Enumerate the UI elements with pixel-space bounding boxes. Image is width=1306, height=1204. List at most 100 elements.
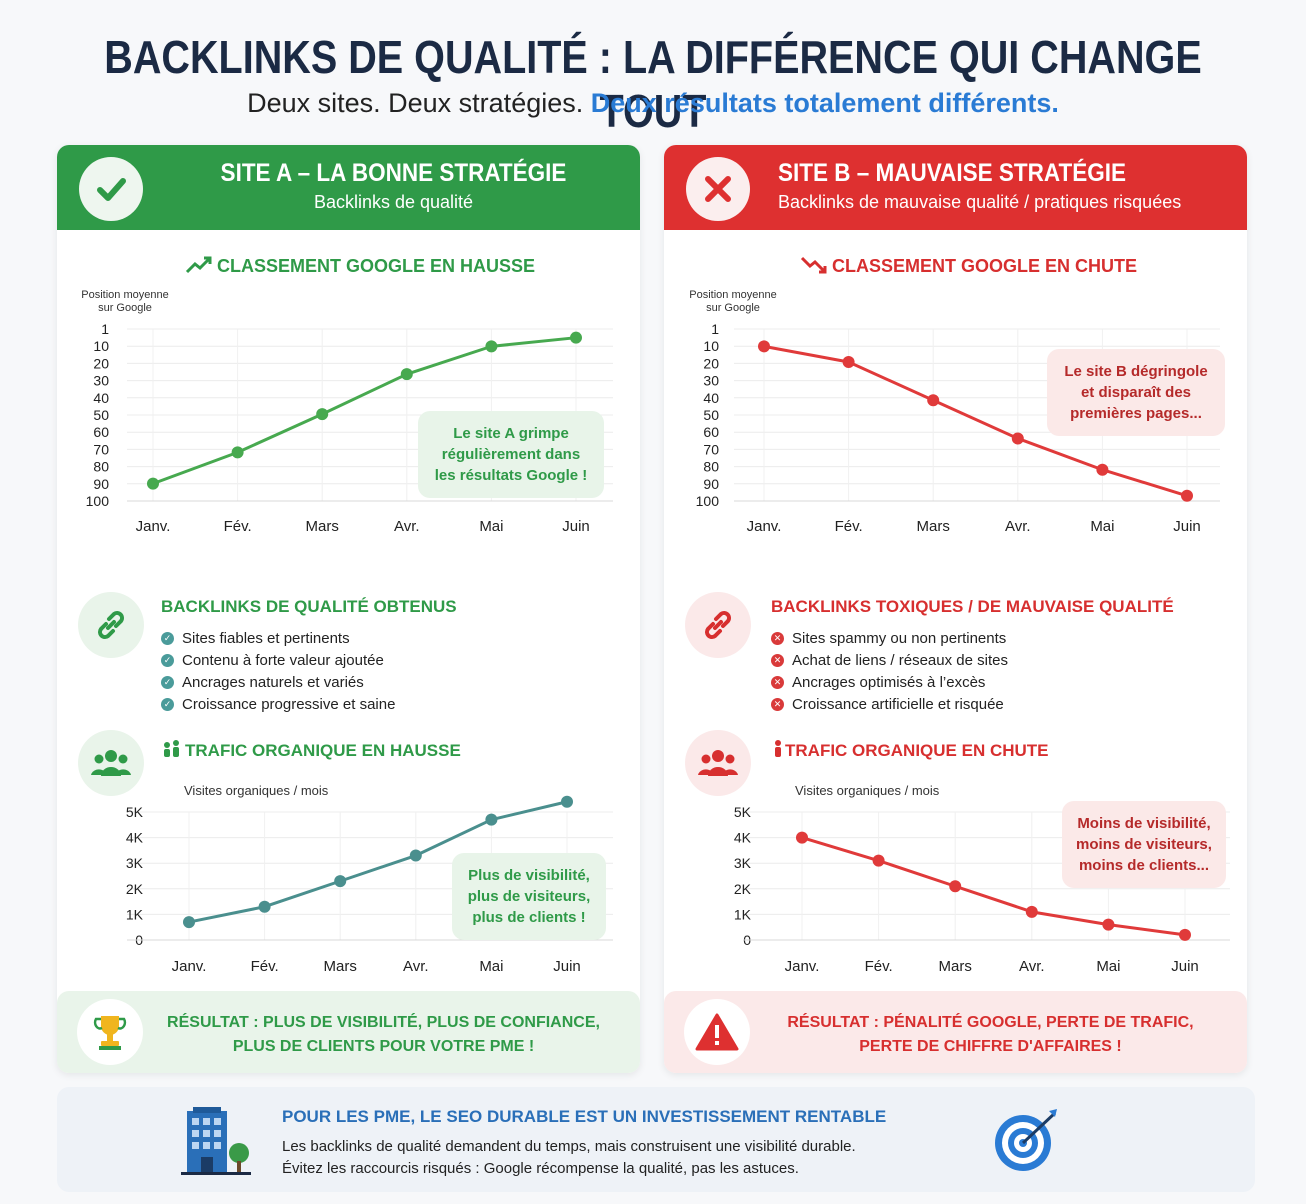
site-a-subtitle: Backlinks de qualité: [313, 192, 474, 212]
traffic-title-b: TRAFIC ORGANIQUE EN CHUTE: [771, 739, 1049, 761]
x-tick-label: Mars: [917, 518, 950, 535]
x-tick-label: Janv.: [785, 958, 820, 975]
y-tick-label: 50: [703, 407, 719, 423]
subtitle-plain: Deux sites. Deux stratégies.: [247, 88, 584, 118]
y-tick-label: 3K: [126, 855, 144, 871]
bottom-line-1: Les backlinks de qualité demandent du te…: [282, 1138, 856, 1155]
ranking-axis-note-b-1: Position moyenne: [689, 289, 777, 301]
traffic-bubble-a: Plus de visibilité, plus de visiteurs, p…: [452, 853, 606, 940]
data-point: [872, 854, 885, 867]
data-point: [1181, 489, 1193, 502]
backlinks-title-a: BACKLINKS DE QUALITÉ OBTENUS: [161, 597, 457, 616]
x-tick-label: Mars: [306, 518, 339, 535]
ranking-title-a: CLASSEMENT GOOGLE EN HAUSSE: [185, 255, 535, 277]
y-tick-label: 100: [86, 493, 110, 509]
check-icon: [79, 157, 143, 221]
y-tick-label: 1: [101, 321, 109, 337]
broken-link-icon: [685, 592, 751, 658]
data-point: [1011, 432, 1024, 445]
series-line: [763, 344, 1188, 498]
bottom-banner: POUR LES PME, LE SEO DURABLE EST UN INVE…: [57, 1087, 1255, 1192]
bottom-line-2: Évitez les raccourcis risqués : Google r…: [282, 1160, 799, 1177]
list-item-label: Ancrages optimisés à l’excès: [792, 673, 986, 691]
y-tick-label: 60: [93, 424, 109, 440]
ranking-bubble-a-2: régulièrement dans: [441, 446, 581, 463]
list-item-label: Sites spammy ou non pertinents: [792, 629, 1007, 647]
y-tick-label: 2K: [126, 881, 144, 897]
traffic-bubble-a-1: Plus de visibilité,: [468, 867, 590, 884]
traffic-axis-note-b: Visites organiques / mois: [795, 783, 940, 798]
trend-down-icon: [800, 256, 827, 274]
backlinks-title-b: BACKLINKS TOXIQUES / DE MAUVAISE QUALITÉ: [771, 597, 1174, 616]
x-tick-label: Janv.: [172, 958, 207, 975]
data-point: [927, 394, 940, 407]
data-point: [258, 900, 271, 913]
ranking-bubble-a-1: Le site A grimpe: [453, 425, 569, 442]
check-icon: ✓: [161, 631, 174, 645]
list-item-label: Achat de liens / réseaux de sites: [792, 651, 1008, 669]
y-tick-label: 50: [93, 407, 109, 423]
series-line: [188, 800, 568, 924]
data-point: [409, 849, 422, 862]
list-item: ✓ Sites fiables et pertinents: [161, 627, 395, 649]
y-tick-label: 4K: [126, 830, 144, 846]
x-tick-label: Mai: [479, 958, 503, 975]
site-a-title: SITE A – LA BONNE STRATÉGIE: [220, 159, 567, 187]
x-tick-label: Mars: [939, 958, 972, 975]
result-b-line-2: PERTE DE CHIFFRE D'AFFAIRES !: [859, 1038, 1122, 1055]
traffic-title-a: TRAFIC ORGANIQUE EN HAUSSE: [161, 739, 461, 761]
result-a-line-1: RÉSULTAT : PLUS DE VISIBILITÉ, PLUS DE C…: [167, 1014, 600, 1031]
traffic-bubble-b-3: moins de clients...: [1078, 857, 1210, 874]
y-tick-label: 1K: [734, 906, 752, 922]
ranking-bubble-a: Le site A grimpe régulièrement dans les …: [418, 411, 604, 498]
data-point: [183, 916, 195, 929]
x-tick-label: Mars: [324, 958, 357, 975]
series-line: [801, 836, 1186, 937]
y-tick-label: 70: [93, 441, 109, 457]
x-tick-label: Fév.: [835, 518, 863, 535]
ranking-bubble-b-2: et disparaît des: [1080, 384, 1192, 401]
result-b: RÉSULTAT : PÉNALITÉ GOOGLE, PERTE DE TRA…: [664, 991, 1247, 1073]
traffic-down-icon: [775, 740, 781, 757]
y-tick-label: 20: [703, 355, 719, 371]
traffic-bubble-b: Moins de visibilité, moins de visiteurs,…: [1062, 801, 1226, 888]
page-title: BACKLINKS DE QUALITÉ : LA DIFFÉRENCE QUI…: [104, 31, 1202, 137]
data-point: [758, 340, 770, 353]
site-b-subtitle: Backlinks de mauvaise qualité / pratique…: [778, 192, 1182, 212]
data-point: [1179, 928, 1191, 941]
y-tick-label: 10: [93, 338, 109, 354]
x-tick-label: Avr.: [394, 518, 420, 535]
y-tick-label: 30: [93, 373, 109, 389]
result-a: RÉSULTAT : PLUS DE VISIBILITÉ, PLUS DE C…: [57, 991, 640, 1073]
backlinks-list-a: ✓ Sites fiables et pertinents ✓ Contenu à …: [161, 627, 395, 715]
list-item: ✓ Contenu à forte valeur ajoutée: [161, 649, 395, 671]
x-tick-label: Avr.: [403, 958, 429, 975]
x-icon: ✕: [771, 697, 784, 711]
list-item: ✕ Ancrages optimisés à l’excès: [771, 671, 1008, 693]
x-tick-label: Janv.: [136, 518, 171, 535]
result-b-text: RÉSULTAT : PÉNALITÉ GOOGLE, PERTE DE TRA…: [754, 1011, 1227, 1059]
ranking-bubble-b-3: premières pages...: [1070, 405, 1202, 422]
backlinks-list-b: ✕ Sites spammy ou non pertinents ✕ Achat d…: [771, 627, 1008, 715]
page-subtitle: Deux sites. Deux stratégies. Deux résult…: [0, 88, 1306, 119]
x-icon: ✕: [771, 675, 784, 689]
data-point: [485, 340, 498, 353]
data-point: [485, 813, 498, 826]
y-tick-label: 80: [93, 459, 109, 475]
traffic-bubble-a-2: plus de visiteurs,: [467, 888, 591, 905]
y-tick-label: 5K: [734, 804, 752, 820]
y-tick-label: 1K: [126, 906, 144, 922]
ranking-title-b-text: CLASSEMENT GOOGLE EN CHUTE: [832, 256, 1138, 276]
warning-icon: [684, 999, 750, 1065]
ranking-axis-note-a: Position moyenne sur Google: [75, 289, 175, 315]
data-point: [1096, 463, 1109, 476]
traffic-up-icon: [164, 740, 179, 757]
y-tick-label: 4K: [734, 830, 752, 846]
x-tick-label: Avr.: [1019, 958, 1045, 975]
ranking-axis-note-a-2: sur Google: [98, 302, 152, 314]
data-point: [561, 795, 573, 808]
list-item: ✓ Ancrages naturels et variés: [161, 671, 395, 693]
users-icon: [78, 730, 144, 796]
